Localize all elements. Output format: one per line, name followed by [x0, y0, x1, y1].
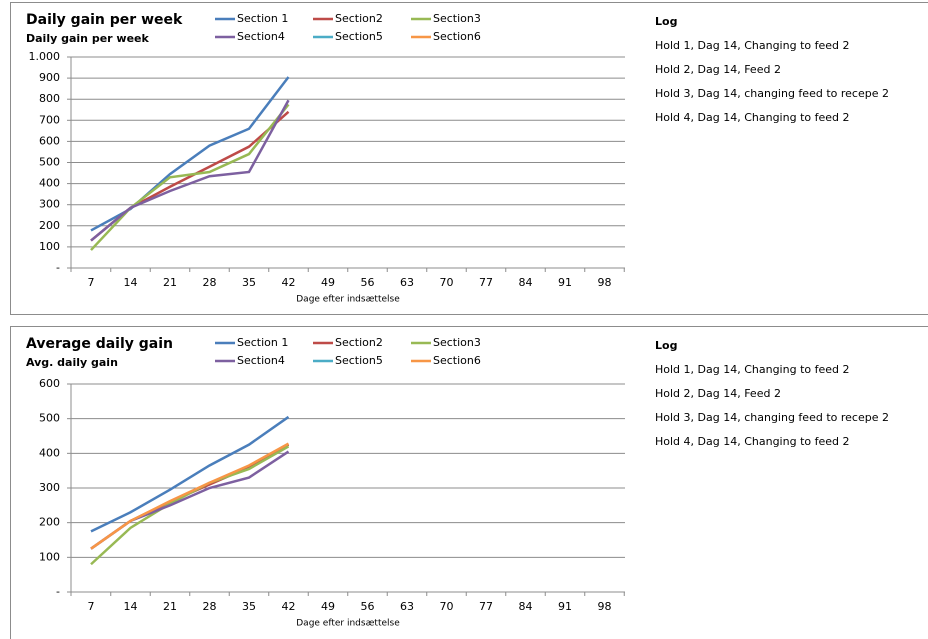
x-axis-title: Dage efter indsættelse: [296, 295, 400, 305]
x-tick-label: 70: [440, 276, 454, 289]
y-tick-label: 200: [39, 219, 60, 232]
x-tick-label: 35: [242, 276, 256, 289]
x-tick-label: 42: [282, 276, 296, 289]
x-tick-label: 77: [479, 600, 493, 613]
log-entry: Hold 3, Dag 14, changing feed to recepe …: [655, 411, 889, 424]
legend-label: Section5: [335, 30, 383, 43]
series-line: [90, 442, 290, 550]
y-tick-label: 600: [39, 377, 60, 390]
x-tick-label: 7: [88, 600, 95, 613]
x-tick-label: 35: [242, 600, 256, 613]
x-tick-label: 49: [321, 600, 335, 613]
log-entry: Hold 3, Dag 14, changing feed to recepe …: [655, 87, 889, 100]
y-tick-label: 400: [39, 177, 60, 190]
y-tick-label: 800: [39, 92, 60, 105]
panel: [10, 2, 928, 315]
y-axis-title: Daily gain per week: [26, 32, 149, 45]
y-tick-label: 1.000: [29, 50, 61, 63]
legend-label: Section6: [433, 30, 481, 43]
legend-label: Section2: [335, 12, 383, 25]
log-entry: Hold 1, Dag 14, Changing to feed 2: [655, 39, 850, 52]
x-tick-label: 21: [163, 276, 177, 289]
x-tick-label: 63: [400, 600, 414, 613]
panel: [10, 326, 928, 639]
x-tick-label: 98: [598, 276, 612, 289]
y-axis-title: Avg. daily gain: [26, 356, 118, 369]
log-title: Log: [655, 15, 677, 28]
y-tick-label: 300: [39, 198, 60, 211]
legend-label: Section 1: [237, 12, 288, 25]
legend-label: Section6: [433, 354, 481, 367]
x-tick-label: 84: [519, 600, 533, 613]
x-tick-label: 28: [203, 276, 217, 289]
x-tick-label: 7: [88, 276, 95, 289]
legend-label: Section4: [237, 354, 285, 367]
series-line: [90, 99, 290, 242]
y-tick-label: 300: [39, 481, 60, 494]
log-title: Log: [655, 339, 677, 352]
x-tick-label: 70: [440, 600, 454, 613]
log-entry: Hold 2, Dag 14, Feed 2: [655, 387, 781, 400]
y-tick-label: 600: [39, 134, 60, 147]
log-entry: Hold 4, Dag 14, Changing to feed 2: [655, 435, 850, 448]
x-axis-title: Dage efter indsættelse: [296, 619, 400, 629]
chart-title: Average daily gain: [26, 336, 173, 352]
x-tick-label: 14: [124, 276, 138, 289]
legend-label: Section3: [433, 336, 481, 349]
x-tick-label: 28: [203, 600, 217, 613]
x-tick-label: 84: [519, 276, 533, 289]
x-tick-label: 91: [558, 600, 572, 613]
y-tick-label: 500: [39, 156, 60, 169]
log-entry: Hold 4, Dag 14, Changing to feed 2: [655, 111, 850, 124]
legend-label: Section3: [433, 12, 481, 25]
x-tick-label: 49: [321, 276, 335, 289]
y-tick-label: -: [56, 585, 60, 598]
y-tick-label: 900: [39, 71, 60, 84]
y-tick-label: -: [56, 261, 60, 274]
x-tick-label: 98: [598, 600, 612, 613]
legend-label: Section 1: [237, 336, 288, 349]
legend-label: Section5: [335, 354, 383, 367]
y-tick-label: 500: [39, 412, 60, 425]
y-tick-label: 200: [39, 516, 60, 529]
x-tick-label: 42: [282, 600, 296, 613]
log-entry: Hold 2, Dag 14, Feed 2: [655, 63, 781, 76]
series-line: [90, 415, 290, 533]
x-tick-label: 77: [479, 276, 493, 289]
x-tick-label: 63: [400, 276, 414, 289]
chart-title: Daily gain per week: [26, 12, 183, 28]
log-entry: Hold 1, Dag 14, Changing to feed 2: [655, 363, 850, 376]
x-tick-label: 56: [361, 600, 375, 613]
y-tick-label: 700: [39, 113, 60, 126]
y-tick-label: 400: [39, 446, 60, 459]
x-tick-label: 56: [361, 276, 375, 289]
x-tick-label: 91: [558, 276, 572, 289]
legend-label: Section4: [237, 30, 285, 43]
x-tick-label: 14: [124, 600, 138, 613]
y-tick-label: 100: [39, 550, 60, 563]
x-tick-label: 21: [163, 600, 177, 613]
y-tick-label: 100: [39, 240, 60, 253]
legend-label: Section2: [335, 336, 383, 349]
